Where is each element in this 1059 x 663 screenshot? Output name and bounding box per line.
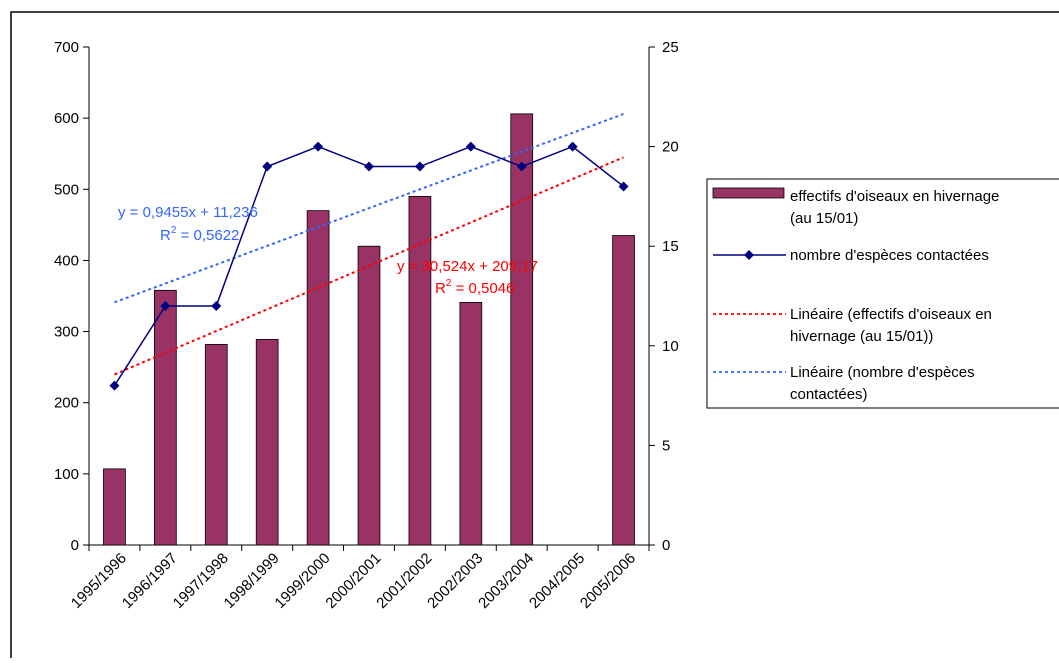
trend-equation: y = 30,524x + 209,17 (397, 258, 538, 275)
line-series (109, 141, 629, 391)
left-axis-tick-label: 0 (71, 537, 79, 554)
bar (459, 302, 483, 546)
r2-value: = 0,5622 (176, 227, 239, 244)
bar (408, 195, 432, 546)
diamond-marker (618, 181, 629, 192)
left-axis-tick-label: 200 (54, 395, 79, 412)
right-axis-tick-label: 5 (662, 437, 670, 454)
diamond-marker (516, 161, 527, 172)
right-axis-tick-label: 20 (662, 139, 679, 156)
diamond-marker (364, 161, 374, 172)
legend-label: (au 15/01) (790, 210, 858, 227)
right-axis-tick-label: 0 (662, 537, 670, 554)
left-axis-tick-label: 700 (54, 39, 79, 56)
diamond-marker (465, 141, 476, 152)
r2-value: = 0,5046 (451, 280, 514, 297)
right-axis-tick-label: 15 (662, 238, 679, 255)
diamond-marker (160, 300, 171, 311)
trend-r2: R2 = 0,5046 (435, 278, 514, 297)
r2-exponent: 2 (446, 278, 452, 289)
r2-letter: R (435, 280, 446, 297)
diamond-marker (313, 141, 324, 152)
bar (204, 343, 228, 546)
trend-r2: R2 = 0,5622 (160, 225, 239, 244)
bar (306, 210, 330, 546)
left-axis-tick-label: 500 (54, 181, 79, 198)
trendline (114, 156, 624, 376)
bar (612, 235, 635, 546)
right-axis: 0 5 10 15 20 25 (648, 39, 679, 554)
left-axis-tick-label: 100 (54, 466, 79, 483)
left-axis-tick-label: 300 (54, 324, 79, 341)
legend-label: Linéaire (effectifs d'oiseaux en (790, 306, 992, 323)
diamond-marker (567, 141, 578, 152)
bar (357, 245, 381, 546)
trendlines (114, 113, 624, 376)
right-axis-tick-label: 10 (662, 338, 679, 355)
diamond-marker (211, 300, 222, 311)
trend-equation: y = 0,9455x + 11,236 (118, 204, 258, 221)
diamond-marker-icon (744, 250, 754, 260)
diamond-marker (262, 161, 273, 172)
trendline (114, 113, 624, 304)
left-axis: 0 100 200 300 400 500 600 700 (54, 39, 90, 554)
left-axis-tick-label: 400 (54, 252, 79, 269)
legend-label: effectifs d'oiseaux en hivernage (790, 188, 999, 205)
diamond-marker (109, 380, 120, 391)
legend-label: hivernage (au 15/01)) (790, 328, 933, 345)
bar (255, 338, 279, 546)
left-axis-tick-label: 600 (54, 110, 79, 127)
right-axis-tick-label: 25 (662, 39, 679, 56)
legend-label: nombre d'espèces contactées (790, 247, 989, 264)
bar-swatch-icon (712, 187, 785, 199)
legend-label: Linéaire (nombre d'espèces (790, 364, 975, 381)
bar (510, 113, 534, 546)
legend-label: contactées) (790, 386, 868, 403)
bar (103, 468, 126, 546)
legend: effectifs d'oiseaux en hivernage (au 15/0… (706, 178, 1059, 409)
bar-series (103, 113, 635, 546)
diamond-marker (414, 161, 425, 172)
bar (154, 289, 177, 546)
legend-box (706, 178, 1059, 409)
r2-letter: R (160, 227, 171, 244)
r2-exponent: 2 (171, 225, 177, 236)
